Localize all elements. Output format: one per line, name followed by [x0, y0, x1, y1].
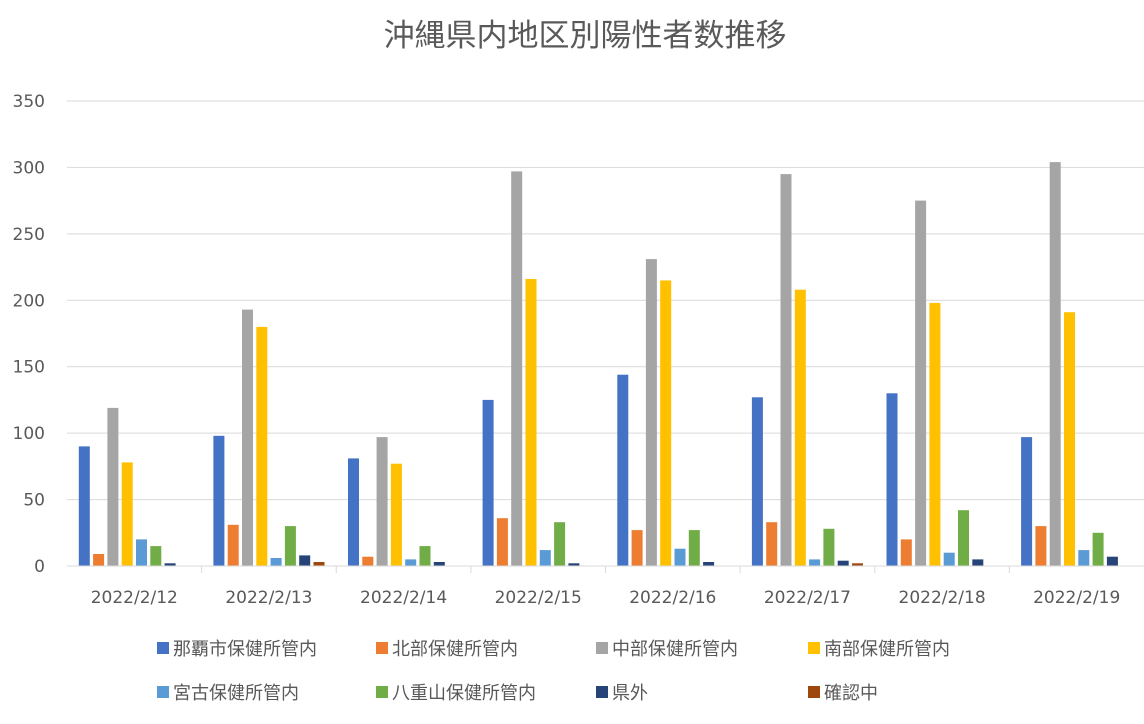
bar	[958, 510, 969, 566]
x-axis	[67, 565, 1144, 573]
bar	[525, 279, 537, 566]
bar	[568, 563, 580, 566]
legend-label: 北部保健所管内	[392, 639, 518, 660]
bar	[433, 562, 445, 566]
bar	[766, 522, 778, 566]
bar	[1106, 556, 1118, 566]
legend-label: 中部保健所管内	[612, 639, 738, 660]
bar	[93, 554, 105, 566]
bar	[915, 200, 927, 566]
bar	[554, 522, 566, 566]
bar	[1064, 312, 1075, 566]
bar	[256, 326, 268, 566]
legend-swatch	[157, 642, 169, 654]
bar	[405, 559, 417, 566]
legend-swatch	[808, 686, 820, 698]
bar	[900, 539, 912, 566]
bar	[645, 259, 657, 566]
bar	[688, 530, 700, 566]
bar	[943, 552, 955, 566]
x-tick-label: 2022/2/17	[764, 588, 851, 608]
bar	[362, 556, 374, 566]
bar	[150, 546, 162, 566]
x-tick-label: 2022/2/14	[360, 588, 447, 608]
bar	[164, 563, 176, 566]
legend-label: 確認中	[824, 683, 878, 704]
bar	[631, 530, 643, 566]
bar	[929, 302, 941, 566]
bar	[1049, 162, 1061, 566]
bar	[703, 562, 715, 566]
legend-label: 宮古保健所管内	[173, 683, 299, 704]
bar	[496, 518, 508, 566]
bar	[1092, 532, 1104, 566]
bar	[780, 174, 792, 566]
bars	[78, 162, 1118, 566]
x-tick-label: 2022/2/19	[1033, 588, 1120, 608]
y-tick-label: 200	[13, 291, 45, 311]
bar	[674, 548, 686, 566]
bar	[1078, 550, 1090, 566]
bar	[511, 171, 523, 566]
y-tick-label: 350	[13, 92, 45, 112]
legend-swatch	[596, 686, 608, 698]
bar	[107, 407, 119, 566]
legend-label: 県外	[612, 683, 648, 704]
bar	[837, 560, 849, 566]
y-tick-label: 300	[13, 158, 45, 178]
legend-label: 八重山保健所管内	[392, 683, 536, 704]
bar	[227, 524, 239, 566]
y-tick-label: 150	[13, 358, 45, 378]
bar	[539, 550, 551, 566]
x-axis-labels: 2022/2/12 2022/2/13 2022/2/14 2022/2/15 2022…	[91, 588, 1121, 608]
legend-label: 那覇市保健所管内	[173, 639, 317, 660]
bar	[660, 280, 672, 566]
legend-swatch	[376, 642, 388, 654]
bar	[852, 563, 863, 566]
legend-label: 南部保健所管内	[824, 639, 950, 660]
legend-swatch	[596, 642, 608, 654]
bar	[213, 435, 225, 566]
bar	[136, 539, 147, 566]
chart-title: 沖縄県内地区別陽性者数推移	[384, 18, 787, 54]
x-tick-label: 2022/2/16	[629, 588, 716, 608]
gridlines	[67, 100, 1144, 501]
bar	[348, 458, 359, 566]
bar	[121, 462, 133, 566]
bar	[1021, 437, 1033, 566]
bar	[886, 393, 898, 566]
bar	[1035, 526, 1047, 566]
bar	[284, 526, 296, 566]
legend-swatch	[808, 642, 820, 654]
y-tick-label: 50	[23, 491, 45, 511]
bar	[751, 397, 763, 566]
y-tick-label: 0	[34, 557, 45, 577]
bar	[794, 289, 806, 566]
bar	[823, 528, 835, 566]
bar	[617, 374, 629, 566]
bar	[972, 559, 984, 566]
bar	[299, 555, 311, 566]
bar	[376, 437, 388, 566]
legend-swatch	[157, 686, 169, 698]
bar	[313, 562, 325, 566]
x-tick-label: 2022/2/18	[899, 588, 986, 608]
bar	[390, 463, 402, 566]
bar	[242, 309, 253, 566]
bar	[482, 399, 494, 566]
y-axis-ticks: 0 50 100 150 200 250 300 350	[13, 92, 45, 577]
bar	[419, 546, 431, 566]
y-tick-label: 100	[13, 424, 45, 444]
x-tick-label: 2022/2/12	[91, 588, 178, 608]
legend-swatch	[376, 686, 388, 698]
bar	[809, 559, 821, 566]
x-tick-label: 2022/2/15	[495, 588, 582, 608]
x-tick-label: 2022/2/13	[225, 588, 312, 608]
bar	[78, 446, 90, 566]
y-tick-label: 250	[13, 225, 45, 245]
bar	[270, 558, 282, 566]
